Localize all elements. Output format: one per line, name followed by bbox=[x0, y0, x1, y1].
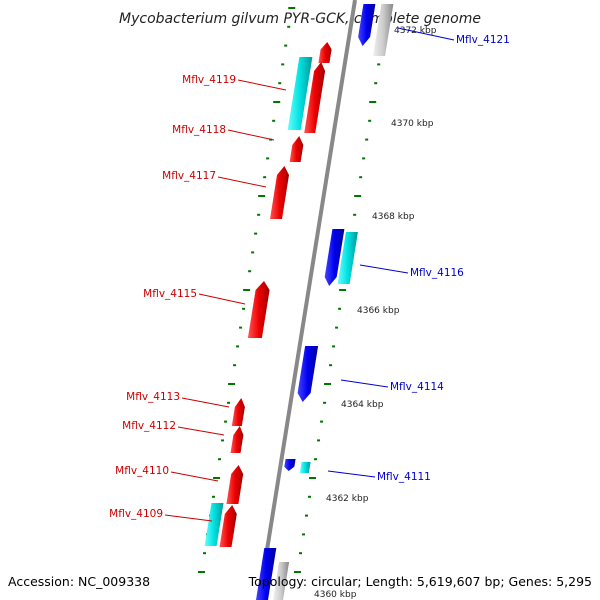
gene-shape-mflv-4113[interactable] bbox=[231, 398, 245, 426]
accession-text: Accession: NC_009338 bbox=[8, 574, 150, 589]
kbp-label-4370: 4370 kbp bbox=[391, 119, 434, 129]
label-mflv-4118[interactable]: Mflv_4118 bbox=[172, 124, 275, 141]
kbp-label-4360: 4360 kbp bbox=[314, 590, 357, 600]
gene-shape-mflv-4114[interactable] bbox=[297, 346, 319, 402]
cds-shape-mflv-4116[interactable] bbox=[337, 232, 358, 284]
gene-label-text: Mflv_4119 bbox=[182, 74, 236, 86]
backbone-line bbox=[257, 0, 357, 600]
label-mflv-4117[interactable]: Mflv_4117 bbox=[162, 170, 267, 188]
gene-shape-mflv-4110[interactable] bbox=[226, 465, 244, 504]
label-mflv-4110[interactable]: Mflv_4110 bbox=[115, 465, 219, 482]
label-mflv-4114[interactable]: Mflv_4114 bbox=[340, 379, 444, 393]
gene-shape-mflv-4115[interactable] bbox=[247, 281, 270, 338]
cds-shape-mflv-4119[interactable] bbox=[287, 57, 313, 130]
gene-shape-mflv-4112[interactable] bbox=[230, 426, 244, 453]
gene-features bbox=[204, 4, 394, 600]
label-mflv-4116[interactable]: Mflv_4116 bbox=[359, 264, 464, 279]
label-mflv-4112[interactable]: Mflv_4112 bbox=[122, 420, 225, 436]
gene-shape-mflv-4122[interactable] bbox=[358, 4, 376, 46]
label-mflv-4119[interactable]: Mflv_4119 bbox=[182, 74, 287, 91]
gene-shape-mflv-4119[interactable] bbox=[304, 62, 326, 133]
gene-shape-mflv-4120[interactable] bbox=[318, 42, 332, 63]
cds-shape-mflv-4108[interactable] bbox=[273, 562, 290, 600]
gene-label-text: Mflv_4115 bbox=[143, 288, 197, 300]
label-mflv-4113[interactable]: Mflv_4113 bbox=[126, 391, 230, 408]
gene-shape-mflv-4116[interactable] bbox=[324, 229, 345, 286]
map-title: Mycobacterium gilvum PYR-GCK, complete g… bbox=[119, 11, 481, 27]
kbp-label-4366: 4366 kbp bbox=[357, 306, 400, 316]
gene-label-text: Mflv_4112 bbox=[122, 420, 176, 432]
label-mflv-4111[interactable]: Mflv_4111 bbox=[327, 470, 431, 483]
gene-label-text: Mflv_4118 bbox=[172, 124, 226, 136]
gene-shape-mflv-4109[interactable] bbox=[219, 505, 237, 547]
gene-shape-mflv-4118[interactable] bbox=[289, 136, 304, 162]
gene-label-text: Mflv_4117 bbox=[162, 170, 216, 182]
label-mflv-4121[interactable]: Mflv_4121 bbox=[397, 27, 510, 46]
gene-label-text: Mflv_4116 bbox=[410, 267, 464, 279]
gene-shape-mflv-4111[interactable] bbox=[284, 459, 296, 471]
gene-label-text: Mflv_4114 bbox=[390, 381, 444, 393]
kbp-label-4368: 4368 kbp bbox=[372, 212, 415, 222]
gene-label-text: Mflv_4111 bbox=[377, 471, 431, 483]
gene-shape-mflv-4117[interactable] bbox=[270, 166, 289, 219]
kbp-label-4362: 4362 kbp bbox=[326, 494, 369, 504]
cds-shape-mflv-4121[interactable] bbox=[373, 4, 394, 56]
genome-summary-text: Topology: circular; Length: 5,619,607 bp… bbox=[248, 574, 592, 589]
gene-shape-mflv-4108[interactable] bbox=[256, 548, 277, 600]
label-mflv-4115[interactable]: Mflv_4115 bbox=[143, 288, 246, 305]
gene-label-text: Mflv_4121 bbox=[456, 34, 510, 46]
gene-label-text: Mflv_4113 bbox=[126, 391, 180, 403]
gene-label-text: Mflv_4110 bbox=[115, 465, 169, 477]
scale-ticks bbox=[197, 7, 392, 573]
cds-shape-mflv-4111[interactable] bbox=[299, 462, 311, 473]
cds-shape-mflv-4109[interactable] bbox=[204, 503, 224, 546]
gene-label-text: Mflv_4109 bbox=[109, 508, 163, 520]
label-mflv-4109[interactable]: Mflv_4109 bbox=[109, 508, 213, 522]
kbp-label-4364: 4364 kbp bbox=[341, 400, 384, 410]
kbp-label-4372: 4372 kbp bbox=[394, 26, 437, 36]
